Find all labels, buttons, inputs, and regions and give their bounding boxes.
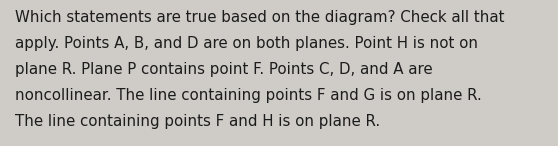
Text: The line containing points F and H is on plane R.: The line containing points F and H is on… — [15, 114, 380, 129]
Text: noncollinear. The line containing points F and G is on plane R.: noncollinear. The line containing points… — [15, 88, 482, 103]
Text: Which statements are true based on the diagram? Check all that: Which statements are true based on the d… — [15, 10, 504, 25]
Text: plane R. Plane P contains point F. Points C, D, and A are: plane R. Plane P contains point F. Point… — [15, 62, 432, 77]
Text: apply. Points A, B, and D are on both planes. Point H is not on: apply. Points A, B, and D are on both pl… — [15, 36, 478, 51]
